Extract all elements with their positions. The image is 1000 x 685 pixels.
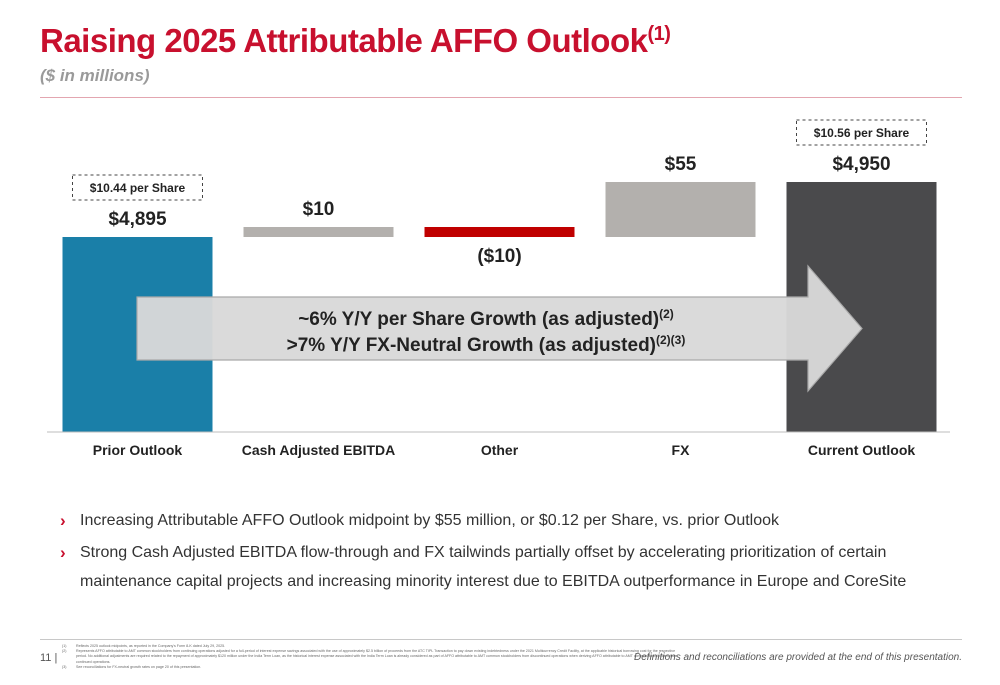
category-label: Prior Outlook	[93, 442, 183, 458]
bullet-item: › Increasing Attributable AFFO Outlook m…	[60, 506, 960, 535]
header-divider	[40, 97, 962, 98]
data-label: $4,895	[108, 209, 167, 230]
growth-arrow	[136, 264, 863, 393]
title-footnote-ref: (1)	[647, 23, 671, 45]
data-label: ($10)	[477, 246, 521, 267]
bar-fx	[605, 182, 756, 237]
bullet-text: Strong Cash Adjusted EBITDA flow-through…	[80, 544, 907, 590]
arrow-text-fx-neutral-growth: >7% Y/Y FX-Neutral Growth (as adjusted)(…	[287, 333, 686, 356]
page-subtitle: ($ in millions)	[40, 66, 150, 85]
bar-other	[424, 227, 575, 237]
footnote: (2) Represents AFFO attributable to AMT c…	[62, 649, 678, 664]
page-title: Raising 2025 Attributable AFFO Outlook(1…	[40, 22, 671, 59]
chevron-right-icon: ›	[60, 543, 66, 562]
waterfall-chart: ~6% Y/Y per Share Growth (as adjusted)(2…	[47, 119, 950, 458]
footnotes: (1) Reflects 2025 outlook midpoints, as r…	[62, 644, 682, 670]
category-label: Other	[481, 442, 519, 458]
bullet-text: Increasing Attributable AFFO Outlook mid…	[80, 512, 780, 529]
bullet-item: › Strong Cash Adjusted EBITDA flow-throu…	[60, 538, 960, 596]
data-label: $55	[665, 154, 697, 175]
arrow-text-per-share-growth: ~6% Y/Y per Share Growth (as adjusted)(2…	[298, 307, 674, 330]
category-label: Current Outlook	[808, 442, 916, 458]
definitions-note: Definitions and reconciliations are prov…	[634, 652, 962, 663]
page-number: 11 |	[40, 652, 58, 664]
per-share-label: $10.56 per Share	[814, 126, 910, 140]
per-share-label: $10.44 per Share	[90, 181, 186, 195]
footnote: (3) See reconciliations for FX-neutral gr…	[62, 664, 202, 669]
category-label: Cash Adjusted EBITDA	[242, 442, 396, 458]
footer-divider	[40, 639, 962, 640]
data-label: $10	[303, 199, 335, 220]
bar-cash-adjusted-ebitda	[243, 227, 394, 237]
data-label: $4,950	[832, 154, 890, 175]
key-points: › Increasing Attributable AFFO Outlook m…	[60, 506, 960, 599]
category-label: FX	[672, 442, 691, 458]
footnote: (1) Reflects 2025 outlook midpoints, as r…	[62, 644, 226, 648]
chevron-right-icon: ›	[60, 511, 66, 530]
